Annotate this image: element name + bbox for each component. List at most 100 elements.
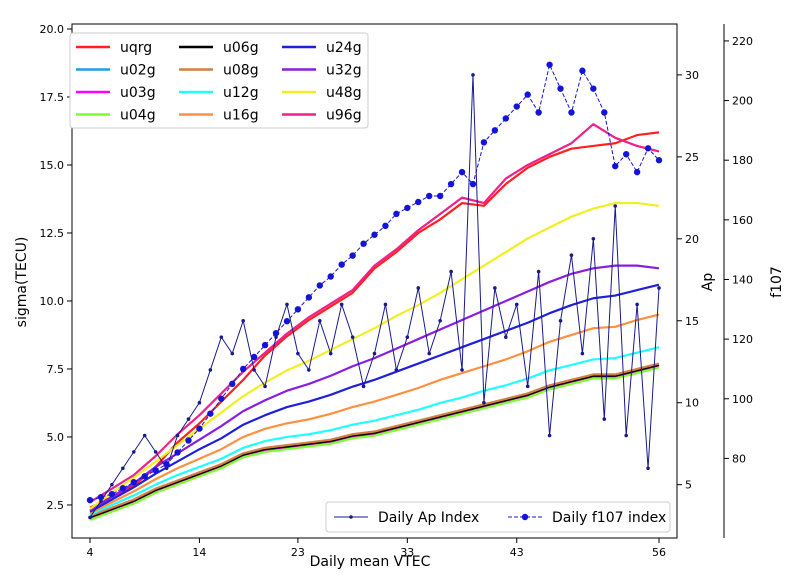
legend-layer: uqrg u06g u24g u02g u08g u32g u03g u12g u48g u04g… [69,32,671,533]
series-line-u08g [89,362,660,517]
series-line-uqrg [89,131,660,509]
ap-point [110,482,114,487]
legend-label-u48g: u48g [326,85,362,101]
legend2-marker-0 [349,515,353,519]
ap-point [657,286,661,290]
ap-point [460,368,464,372]
series-line-u24g [89,283,660,513]
f107-point [163,461,170,468]
ap-point [197,400,202,405]
f107-point [272,329,280,337]
ap-tick-label: 10 [685,397,699,410]
f107-point [174,449,181,456]
f107-tick-label: 140 [732,273,753,286]
ap-point [405,335,410,339]
ap-point [525,384,530,389]
legend-label-u08g: u08g [223,63,259,79]
x-tick-label: 56 [652,546,666,559]
ap-point [558,318,563,323]
series-line-u04g [89,366,660,521]
series-line-u03g [89,365,660,520]
f107-point [283,318,291,325]
x-tick-label: 4 [87,546,94,559]
ap-point [504,335,508,339]
f107-point [218,395,225,402]
legend-label-u16g: u16g [223,108,259,124]
f107-point [360,240,367,247]
ap-point [613,204,618,208]
f107-point [491,127,499,134]
f107-point [141,473,148,480]
f107-point [480,139,488,146]
f107-point [557,85,564,92]
f107-point [579,67,586,74]
ap-point [471,73,475,77]
ap-tick-label: 30 [685,69,699,82]
y-axis-title: sigma(TECU) [14,237,30,328]
ap-point [186,417,191,421]
f107-point [130,479,137,486]
ap-point [394,368,399,372]
f107-point [261,341,269,349]
f107-tick-label: 220 [732,35,753,48]
y-tick-label: 10.0 [40,295,65,308]
ap-point [438,318,442,323]
ap-tick-label: 25 [685,151,699,164]
f107-point [349,252,356,259]
x-tick-label: 43 [510,546,524,559]
series-line-u96g [89,123,660,504]
x-tick-label: 14 [192,546,206,559]
legend-label-u12g: u12g [223,85,259,101]
ap-point [285,302,289,307]
legend2-label-0: Daily Ap Index [378,510,479,526]
f107-point [305,294,313,301]
ap-point [635,302,639,307]
f107-point [568,109,575,116]
f107-point [601,109,608,116]
f107-point [371,231,378,238]
ap-point [241,318,245,323]
f107-point [316,282,323,289]
ap-point [175,433,180,438]
ap-point [514,302,519,307]
ap-point [307,368,311,372]
ap-point [580,351,585,356]
f107-point [86,496,94,504]
f107-point [185,437,192,444]
legend2-label-1: Daily f107 index [552,510,666,526]
ap-point [350,335,355,339]
f107-point [207,410,214,417]
ap-point [646,466,650,471]
ap-point [88,515,92,520]
y-tick-label: 17.5 [40,91,65,104]
legend2-box [325,501,671,533]
series-layer [86,61,663,521]
f107-point [327,273,334,280]
f107-point [622,151,630,158]
f107-point [426,192,433,200]
ap-point [602,417,607,421]
f107-point [294,306,302,313]
ap-axis-title: Ap [700,273,716,292]
legend-label-uqrg: uqrg [120,40,152,56]
ap-point [153,450,158,454]
ap-tick-label: 20 [685,233,699,246]
f107-point [404,204,411,212]
x-axis-title: Daily mean VTEC [310,554,431,570]
ap-point [263,384,267,389]
f107-point [97,493,105,501]
ap-point [208,368,213,372]
f107-point [590,85,597,92]
ap-point [427,351,432,356]
ap-point [131,450,136,454]
ap-point [274,335,278,339]
f107-point [119,485,127,492]
f107-point [229,380,236,388]
ap-point [328,351,333,356]
series-line-u32g [89,264,660,512]
series-line-u16g [89,313,660,515]
f107-point [469,180,477,188]
ap-point [547,433,552,438]
